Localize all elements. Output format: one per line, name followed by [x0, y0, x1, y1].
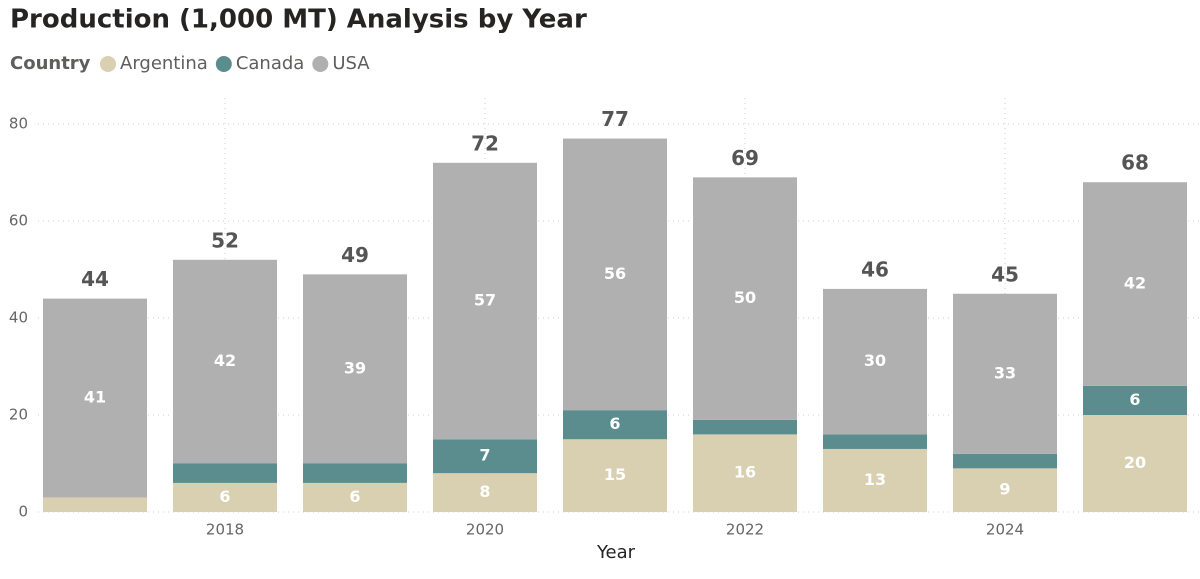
bar-segment: [433, 439, 537, 474]
legend-label: Argentina: [120, 53, 208, 74]
bar-segment: [563, 138, 667, 411]
x-tick-label: 2022: [726, 521, 764, 539]
data-label: 33: [994, 363, 1016, 382]
data-label: 42: [214, 351, 236, 370]
y-tick-label: 20: [9, 406, 28, 424]
bar-segment: [43, 298, 147, 498]
legend-swatch: [312, 56, 329, 72]
legend-label: USA: [332, 53, 370, 74]
data-label: 57: [474, 291, 496, 310]
bar-segment: [1083, 182, 1187, 386]
legend-swatch: [100, 56, 116, 72]
data-label: 7: [479, 446, 490, 465]
x-tick-label: 2024: [986, 521, 1024, 539]
bar-segment: [693, 434, 797, 512]
data-label: 6: [349, 487, 360, 506]
total-label: 44: [81, 267, 109, 291]
data-label: 15: [604, 465, 626, 484]
bar-segment: [823, 288, 927, 435]
total-label: 77: [601, 107, 629, 131]
total-label: 49: [341, 243, 369, 267]
bar-segment: [563, 410, 667, 440]
bar-segment: [173, 482, 277, 512]
data-label: 56: [604, 264, 626, 283]
data-label: 6: [609, 414, 620, 433]
data-label: 8: [479, 482, 490, 501]
data-label: 9: [999, 480, 1010, 499]
bar-segment: [303, 463, 407, 483]
data-label: 50: [734, 288, 756, 307]
data-label: 20: [1124, 453, 1146, 472]
x-axis-title: Year: [596, 542, 636, 563]
bar-segment: [953, 293, 1057, 454]
bar-segment: [1083, 415, 1187, 512]
y-tick-label: 60: [9, 212, 28, 230]
data-label: 30: [864, 351, 886, 370]
bar-segment: [953, 453, 1057, 469]
data-label: 41: [84, 388, 106, 407]
bar-segment: [563, 439, 667, 512]
y-tick-label: 0: [18, 503, 28, 521]
total-label: 46: [861, 257, 889, 281]
bar-segment: [1083, 385, 1187, 415]
bar-segment: [953, 468, 1057, 512]
total-label: 45: [991, 262, 1019, 286]
bar-segment: [303, 274, 407, 464]
data-label: 39: [344, 358, 366, 377]
y-tick-label: 40: [9, 309, 28, 327]
bar-segment: [433, 473, 537, 512]
legend-swatch: [215, 56, 232, 72]
data-label: 13: [864, 470, 886, 489]
chart-title: Production (1,000 MT) Analysis by Year: [10, 5, 587, 35]
bar-segment: [693, 419, 797, 435]
data-label: 6: [1129, 390, 1140, 409]
bar-segment: [823, 448, 927, 512]
bar-segment: [693, 177, 797, 420]
bar-segment: [43, 497, 147, 512]
x-tick-label: 2018: [206, 521, 244, 539]
data-label: 16: [734, 463, 756, 482]
bar-segment: [173, 463, 277, 483]
total-label: 72: [471, 131, 499, 155]
bar-segment: [433, 162, 537, 440]
x-tick-label: 2020: [466, 521, 504, 539]
bar-segment: [303, 482, 407, 512]
total-label: 52: [211, 228, 239, 252]
y-tick-label: 80: [9, 115, 28, 133]
data-label: 6: [219, 487, 230, 506]
bar-segment: [173, 259, 277, 464]
legend-label: Canada: [236, 53, 305, 74]
data-label: 42: [1124, 274, 1146, 293]
total-label: 69: [731, 146, 759, 170]
legend-title: Country: [10, 53, 91, 74]
total-label: 68: [1121, 151, 1149, 175]
bar-segment: [823, 434, 927, 449]
